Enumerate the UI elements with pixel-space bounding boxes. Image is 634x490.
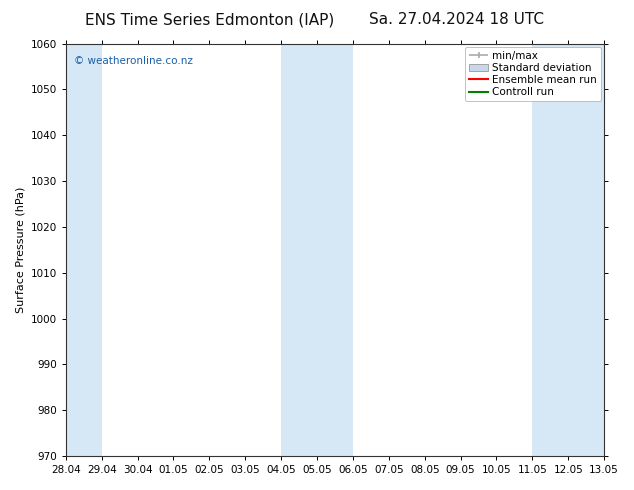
- Text: Sa. 27.04.2024 18 UTC: Sa. 27.04.2024 18 UTC: [369, 12, 544, 27]
- Text: ENS Time Series Edmonton (IAP): ENS Time Series Edmonton (IAP): [84, 12, 334, 27]
- Y-axis label: Surface Pressure (hPa): Surface Pressure (hPa): [15, 187, 25, 313]
- Bar: [533, 44, 604, 456]
- Text: © weatheronline.co.nz: © weatheronline.co.nz: [74, 56, 193, 66]
- Legend: min/max, Standard deviation, Ensemble mean run, Controll run: min/max, Standard deviation, Ensemble me…: [465, 47, 601, 101]
- Bar: [66, 44, 101, 456]
- Bar: [281, 44, 353, 456]
